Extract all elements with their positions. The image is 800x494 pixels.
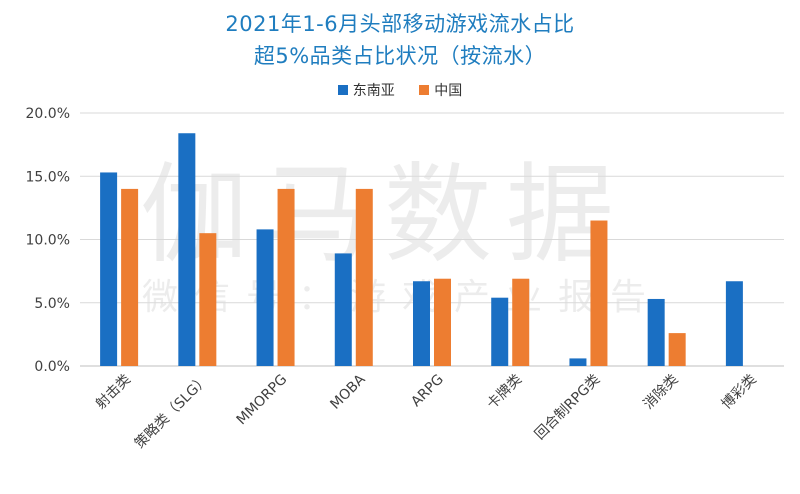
x-tick-label: 射击类 bbox=[93, 372, 134, 413]
legend-label-sea: 东南亚 bbox=[352, 83, 395, 99]
y-tick-label: 0.0% bbox=[34, 359, 70, 375]
bar-china bbox=[277, 188, 295, 366]
x-tick-label: MOBA bbox=[327, 371, 369, 413]
bar-china bbox=[512, 278, 530, 366]
x-tick-label: 消除类 bbox=[640, 372, 681, 413]
y-tick-label: 10.0% bbox=[26, 233, 70, 249]
bar-china bbox=[121, 188, 139, 366]
bar-sea bbox=[569, 358, 587, 366]
bar-sea bbox=[647, 298, 665, 366]
legend-item-sea: 东南亚 bbox=[337, 80, 395, 100]
chart-title: 2021年1-6月头部移动游戏流水占比 bbox=[225, 12, 575, 36]
bar-china bbox=[434, 278, 451, 366]
bar-sea bbox=[334, 253, 352, 366]
y-tick-label: 15.0% bbox=[26, 169, 70, 185]
x-tick-label: ARPG bbox=[408, 372, 447, 411]
legend-swatch-sea bbox=[337, 85, 348, 95]
bar-china bbox=[668, 333, 686, 366]
legend: 东南亚 中国 bbox=[0, 80, 800, 100]
legend-item-china: 中国 bbox=[419, 80, 462, 100]
bar-sea bbox=[491, 297, 509, 366]
bar-china bbox=[355, 188, 373, 366]
bar-sea bbox=[256, 229, 274, 366]
x-tick-label: 博彩类 bbox=[718, 371, 760, 413]
bar-sea bbox=[725, 281, 743, 366]
bar-sea bbox=[413, 281, 430, 366]
watermark-subtitle: 微信号：游戏产业报告 bbox=[142, 277, 663, 318]
bar-sea bbox=[178, 133, 196, 366]
bar-china bbox=[199, 233, 217, 366]
y-tick-label: 5.0% bbox=[34, 296, 70, 312]
legend-swatch-china bbox=[419, 85, 430, 95]
x-tick-label: 回合制RPG类 bbox=[532, 372, 603, 443]
y-tick-label: 20.0% bbox=[26, 106, 70, 122]
x-tick-label: 卡牌类 bbox=[483, 371, 525, 413]
legend-label-china: 中国 bbox=[434, 83, 463, 99]
x-tick-label: 策略类（SLG） bbox=[131, 371, 212, 452]
bar-china bbox=[590, 220, 608, 366]
x-tick-label: MMORPG bbox=[234, 372, 291, 429]
bar-sea bbox=[100, 172, 118, 366]
chart-subtitle: 超5%品类占比状况（按流水） bbox=[253, 44, 547, 68]
watermark-logo: 伽马数据 bbox=[140, 153, 629, 278]
